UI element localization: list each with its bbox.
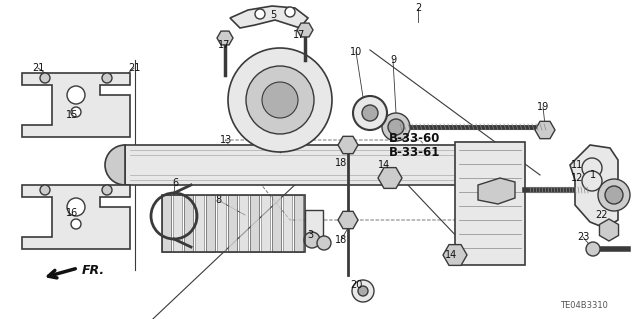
- Circle shape: [586, 242, 600, 256]
- Polygon shape: [570, 145, 618, 228]
- Circle shape: [582, 171, 602, 191]
- Bar: [283, 195, 292, 252]
- Text: 15: 15: [66, 110, 78, 120]
- Circle shape: [102, 73, 112, 83]
- Text: 16: 16: [66, 208, 78, 218]
- Text: 1: 1: [590, 170, 596, 180]
- Text: 10: 10: [350, 47, 362, 57]
- Polygon shape: [297, 23, 313, 37]
- Text: 19: 19: [537, 102, 549, 112]
- Polygon shape: [378, 167, 402, 189]
- Text: FR.: FR.: [82, 264, 105, 278]
- Bar: [206, 195, 215, 252]
- Text: TE04B3310: TE04B3310: [560, 300, 608, 309]
- Polygon shape: [443, 245, 467, 265]
- Bar: [294, 195, 303, 252]
- Text: 13: 13: [220, 135, 232, 145]
- Circle shape: [304, 232, 320, 248]
- Circle shape: [285, 7, 295, 17]
- Text: 3: 3: [307, 230, 313, 240]
- Text: 21: 21: [128, 63, 140, 73]
- Text: 4: 4: [279, 115, 285, 125]
- Text: 5: 5: [270, 10, 276, 20]
- Text: 20: 20: [350, 280, 362, 290]
- Circle shape: [317, 236, 331, 250]
- Text: 18: 18: [335, 158, 347, 168]
- Bar: [125, 145, 500, 185]
- Text: 21: 21: [32, 63, 44, 73]
- Bar: [455, 142, 525, 265]
- Circle shape: [605, 186, 623, 204]
- Polygon shape: [338, 211, 358, 229]
- Circle shape: [67, 198, 85, 216]
- Bar: [272, 195, 282, 252]
- Circle shape: [40, 185, 50, 195]
- Text: 23: 23: [577, 232, 589, 242]
- Text: 6: 6: [172, 178, 178, 188]
- Polygon shape: [217, 31, 233, 45]
- Text: 7: 7: [491, 180, 497, 190]
- Text: 22: 22: [595, 210, 607, 220]
- Text: 11: 11: [571, 160, 583, 170]
- Text: 17: 17: [293, 30, 305, 40]
- Polygon shape: [600, 219, 618, 241]
- Bar: [162, 195, 305, 252]
- Bar: [162, 195, 172, 252]
- Circle shape: [262, 82, 298, 118]
- Circle shape: [71, 219, 81, 229]
- Bar: [195, 195, 204, 252]
- Text: 9: 9: [390, 55, 396, 65]
- Bar: [217, 195, 227, 252]
- Circle shape: [598, 179, 630, 211]
- Text: 8: 8: [215, 195, 221, 205]
- Text: 18: 18: [335, 235, 347, 245]
- Circle shape: [228, 48, 332, 152]
- Bar: [261, 195, 270, 252]
- Circle shape: [353, 96, 387, 130]
- Polygon shape: [338, 136, 358, 154]
- Text: 2: 2: [415, 3, 421, 13]
- Bar: [184, 195, 193, 252]
- Bar: [173, 195, 182, 252]
- Wedge shape: [105, 145, 125, 185]
- Text: 17: 17: [218, 40, 230, 50]
- Bar: [239, 195, 248, 252]
- Text: B-33-60: B-33-60: [389, 131, 441, 145]
- Circle shape: [40, 73, 50, 83]
- Circle shape: [67, 86, 85, 104]
- Text: B-33-61: B-33-61: [389, 145, 441, 159]
- Polygon shape: [22, 185, 130, 249]
- Circle shape: [255, 9, 265, 19]
- Polygon shape: [230, 6, 308, 28]
- Polygon shape: [22, 73, 130, 137]
- Circle shape: [358, 286, 368, 296]
- Circle shape: [71, 107, 81, 117]
- Circle shape: [352, 280, 374, 302]
- Text: 14: 14: [445, 250, 457, 260]
- Text: 14: 14: [378, 160, 390, 170]
- Text: 12: 12: [571, 173, 583, 183]
- Circle shape: [102, 185, 112, 195]
- Polygon shape: [535, 121, 555, 139]
- Circle shape: [362, 105, 378, 121]
- Bar: [250, 195, 259, 252]
- Circle shape: [382, 113, 410, 141]
- Polygon shape: [478, 178, 515, 204]
- Circle shape: [246, 66, 314, 134]
- Circle shape: [582, 158, 602, 178]
- Bar: [228, 195, 237, 252]
- Bar: [305, 210, 323, 237]
- Circle shape: [388, 119, 404, 135]
